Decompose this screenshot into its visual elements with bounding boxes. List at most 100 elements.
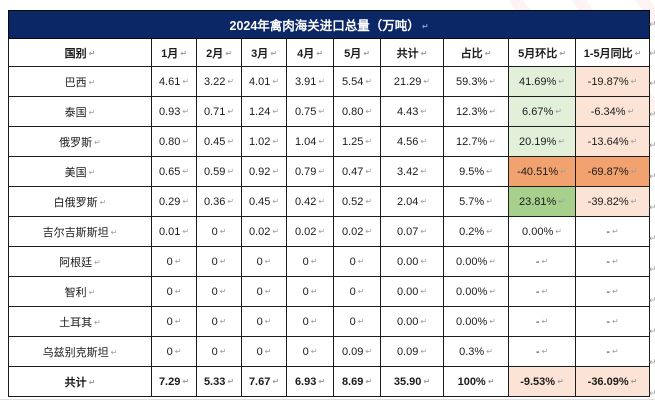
return-mark-icon: ↵ xyxy=(541,256,549,266)
table-row: 土耳其 ↵ 0 ↵ 0 ↵ 0 ↵ 0 ↵ 0 ↵ 0.00 ↵ 0.00% ↵ - ↵ - ↵ xyxy=(8,306,651,337)
value-cell: 0.02 ↵ xyxy=(286,216,334,247)
value-cell: 3.91 ↵ xyxy=(286,66,334,97)
return-mark-icon: ↵ xyxy=(88,107,96,117)
return-mark-icon: ↵ xyxy=(88,167,96,177)
return-mark-icon: ↵ xyxy=(182,76,190,86)
value-cell: 20.19% ↵ xyxy=(508,126,576,157)
return-mark-icon: ↵ xyxy=(264,256,272,266)
value-cell: 0.01 ↵ xyxy=(151,216,197,247)
value-cell: 4.01 ↵ xyxy=(241,66,287,97)
return-mark-icon: ↵ xyxy=(611,286,619,296)
value-cell: 0.36 ↵ xyxy=(196,186,242,217)
return-mark-icon: ↵ xyxy=(420,166,428,176)
value-cell: 3.22 ↵ xyxy=(196,66,242,97)
value-cell: 0.00% ↵ xyxy=(443,306,509,337)
value-cell: 100% ↵ xyxy=(443,366,509,397)
value-cell: 12.7% ↵ xyxy=(443,126,509,157)
column-header: 国别 ↵ xyxy=(8,38,152,67)
value-cell: 6.67% ↵ xyxy=(508,96,576,127)
return-mark-icon: ↵ xyxy=(227,376,235,386)
return-mark-icon: ↵ xyxy=(558,196,565,206)
return-mark-icon: ↵ xyxy=(557,376,564,386)
value-cell: -39.82% ↵ xyxy=(574,186,651,217)
value-cell: 0 ↵ xyxy=(241,306,287,337)
column-header: 1月 ↵ xyxy=(151,38,197,67)
table-title-row: 2024年禽肉海关进口总量（万吨） ↵ xyxy=(7,10,651,39)
value-cell: 0.00% ↵ xyxy=(508,216,576,247)
return-mark-icon: ↵ xyxy=(630,76,638,86)
value-cell: 0 ↵ xyxy=(196,216,242,247)
return-mark-icon: ↵ xyxy=(634,48,642,58)
return-mark-icon: ↵ xyxy=(227,76,235,86)
return-mark-icon: ↵ xyxy=(541,346,549,356)
return-mark-icon: ↵ xyxy=(99,197,107,207)
country-cell: 乌兹别克斯坦 ↵ xyxy=(8,336,152,367)
return-mark-icon: ↵ xyxy=(310,286,318,296)
return-mark-icon: ↵ xyxy=(227,166,235,176)
return-mark-icon: ↵ xyxy=(310,346,318,356)
return-mark-icon: ↵ xyxy=(363,48,370,58)
return-mark-icon: ↵ xyxy=(420,136,428,146)
return-mark-icon: ↵ xyxy=(489,286,496,296)
return-mark-icon: ↵ xyxy=(558,136,565,146)
return-mark-icon: ↵ xyxy=(489,256,496,266)
value-cell: 0.80 ↵ xyxy=(333,96,381,127)
return-mark-icon: ↵ xyxy=(486,226,493,236)
return-mark-icon: ↵ xyxy=(611,256,619,266)
return-mark-icon: ↵ xyxy=(486,166,493,176)
return-mark-icon: ↵ xyxy=(541,316,549,326)
value-cell: 0.45 ↵ xyxy=(241,186,287,217)
country-cell: 泰国 ↵ xyxy=(8,96,152,127)
value-cell: 0.09 ↵ xyxy=(333,336,381,367)
value-cell: - ↵ xyxy=(508,276,576,307)
value-cell: 0 ↵ xyxy=(151,246,197,277)
value-cell: -40.51% ↵ xyxy=(508,156,576,187)
value-cell: 1.04 ↵ xyxy=(286,126,334,157)
column-header: 5月环比 ↵ xyxy=(508,38,576,67)
return-mark-icon: ↵ xyxy=(272,376,280,386)
table-header-row: 国别 ↵ 1月 ↵ 2月 ↵ 3月 ↵ 4月 ↵ 5月 ↵ 共计 ↵ 占比 ↵ 5月环比 ↵ 1-5月同比 ↵ xyxy=(8,38,651,67)
value-cell: 41.69% ↵ xyxy=(508,66,576,97)
return-mark-icon: ↵ xyxy=(174,346,182,356)
return-mark-icon: ↵ xyxy=(272,196,280,206)
country-cell: 阿根廷 ↵ xyxy=(8,246,152,277)
value-cell: 0 ↵ xyxy=(151,276,197,307)
table-row: 泰国 ↵ 0.93 ↵ 0.71 ↵ 1.24 ↵ 0.75 ↵ 0.80 ↵ 4.43 ↵ 12.3% ↵ 6… xyxy=(8,96,651,127)
page-edge-line xyxy=(0,399,655,400)
return-mark-icon: ↵ xyxy=(365,76,373,86)
return-mark-icon: ↵ xyxy=(489,316,496,326)
column-header: 3月 ↵ xyxy=(241,38,287,67)
return-mark-icon: ↵ xyxy=(357,286,365,296)
return-mark-icon: ↵ xyxy=(318,166,326,176)
return-mark-icon: ↵ xyxy=(225,48,232,58)
value-cell: -9.53% ↵ xyxy=(508,366,576,397)
value-cell: 0.00% ↵ xyxy=(443,246,509,277)
value-cell: 0 ↵ xyxy=(241,276,287,307)
value-cell: 0.79 ↵ xyxy=(286,156,334,187)
value-cell: 7.67 ↵ xyxy=(241,366,287,397)
value-cell: 0.3% ↵ xyxy=(443,336,509,367)
return-mark-icon: ↵ xyxy=(94,137,101,147)
value-cell: 35.90 ↵ xyxy=(380,366,444,397)
value-cell: 9.5% ↵ xyxy=(443,156,509,187)
return-mark-icon: ↵ xyxy=(649,171,655,181)
return-mark-icon: ↵ xyxy=(649,19,655,29)
row-end-marks: ↵ ↵ ↵ ↵ ↵ ↵ ↵ ↵ ↵ ↵ ↵ ↵ ↵ xyxy=(649,10,655,409)
return-mark-icon: ↵ xyxy=(489,106,496,116)
return-mark-icon: ↵ xyxy=(421,22,429,31)
return-mark-icon: ↵ xyxy=(630,196,638,206)
return-mark-icon: ↵ xyxy=(420,256,428,266)
return-mark-icon: ↵ xyxy=(227,196,235,206)
value-cell: 4.43 ↵ xyxy=(380,96,444,127)
return-mark-icon: ↵ xyxy=(365,226,373,236)
table-row: 乌兹别克斯坦 ↵ 0 ↵ 0 ↵ 0 ↵ 0 ↵ 0.09 ↵ 0.09 ↵ 0.3% ↵ - ↵ - ↵ xyxy=(8,336,651,367)
value-cell: -19.87% ↵ xyxy=(574,66,651,97)
return-mark-icon: ↵ xyxy=(365,166,373,176)
return-mark-icon: ↵ xyxy=(555,106,562,116)
return-mark-icon: ↵ xyxy=(560,166,567,176)
table-row: 共计 ↵ 7.29 ↵ 5.33 ↵ 7.67 ↵ 6.93 ↵ 8.69 ↵ 35.90 ↵ 100% ↵ -… xyxy=(8,366,651,397)
return-mark-icon: ↵ xyxy=(420,106,428,116)
value-cell: - ↵ xyxy=(508,246,576,277)
return-mark-icon: ↵ xyxy=(88,48,96,58)
return-mark-icon: ↵ xyxy=(94,317,101,327)
